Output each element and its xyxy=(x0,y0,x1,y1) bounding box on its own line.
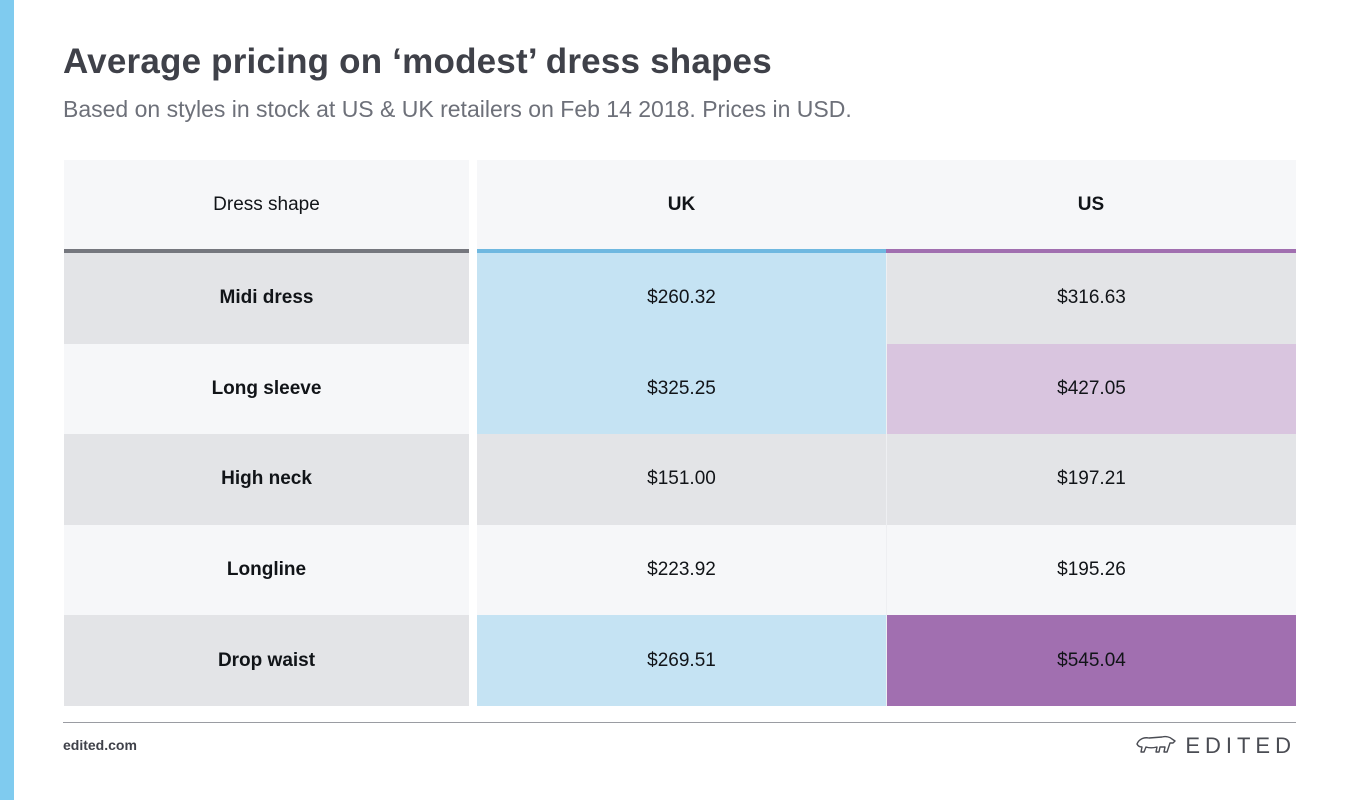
table-row: Longline $223.92 $195.26 xyxy=(64,524,1296,616)
table-row: Midi dress $260.32 $316.63 xyxy=(64,253,1296,344)
polar-bear-icon xyxy=(1135,732,1177,759)
page-subtitle: Based on styles in stock at US & UK reta… xyxy=(63,96,852,122)
us-price-cell: $427.05 xyxy=(886,343,1296,435)
table-row: Long sleeve $325.25 $427.05 xyxy=(64,343,1296,435)
row-label: Drop waist xyxy=(64,615,469,706)
uk-price-cell: $325.25 xyxy=(477,343,886,435)
column-header-uk: UK xyxy=(477,160,886,253)
accent-bar xyxy=(0,0,14,800)
column-header-us: US xyxy=(886,160,1296,253)
row-label: Midi dress xyxy=(64,253,469,344)
footer-url: edited.com xyxy=(63,737,137,753)
brand-logo: EDITED xyxy=(1135,732,1296,759)
row-label: High neck xyxy=(64,434,469,525)
table-header-row: Dress shape UK US xyxy=(64,160,1296,253)
table-row: High neck $151.00 $197.21 xyxy=(64,434,1296,525)
uk-price-cell: $260.32 xyxy=(477,253,886,344)
row-label: Long sleeve xyxy=(64,343,469,435)
uk-price-cell: $269.51 xyxy=(477,615,886,706)
pricing-table: Dress shape UK US Midi dress $260.32 $31… xyxy=(64,160,1296,706)
us-price-cell: $195.26 xyxy=(886,524,1296,616)
us-price-cell: $316.63 xyxy=(886,253,1296,344)
us-price-cell: $545.04 xyxy=(886,615,1296,706)
column-header-dress-shape: Dress shape xyxy=(64,160,469,253)
uk-price-cell: $223.92 xyxy=(477,524,886,616)
table-row: Drop waist $269.51 $545.04 xyxy=(64,615,1296,706)
brand-name: EDITED xyxy=(1185,732,1296,758)
footer-divider xyxy=(63,722,1296,723)
page-title: Average pricing on ‘modest’ dress shapes xyxy=(63,42,772,81)
uk-price-cell: $151.00 xyxy=(477,434,886,525)
us-price-cell: $197.21 xyxy=(886,434,1296,525)
row-label: Longline xyxy=(64,524,469,616)
